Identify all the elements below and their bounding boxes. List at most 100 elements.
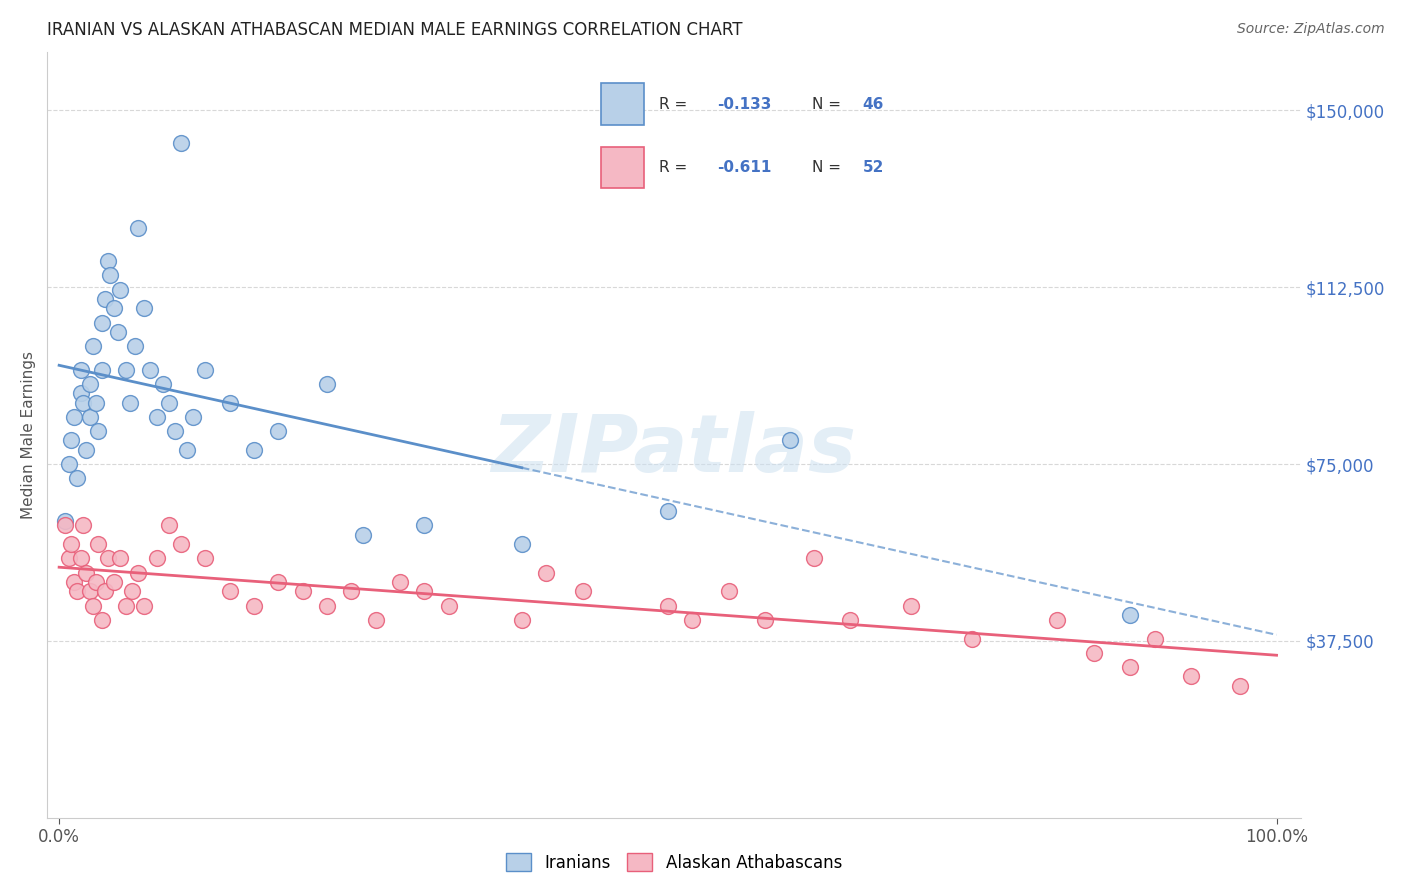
Point	[79, 584, 101, 599]
Point	[803, 551, 825, 566]
Point	[115, 363, 138, 377]
Point	[60, 434, 83, 448]
Point	[60, 537, 83, 551]
Point	[72, 396, 94, 410]
Point	[267, 424, 290, 438]
Point	[75, 566, 97, 580]
Point	[243, 442, 266, 457]
Point	[108, 283, 131, 297]
Point	[681, 613, 703, 627]
Point	[103, 574, 125, 589]
Point	[82, 339, 104, 353]
Point	[340, 584, 363, 599]
Point	[98, 268, 121, 283]
Point	[79, 409, 101, 424]
Point	[218, 584, 240, 599]
Point	[157, 518, 180, 533]
Y-axis label: Median Male Earnings: Median Male Earnings	[21, 351, 35, 518]
Point	[960, 632, 983, 646]
Point	[118, 396, 141, 410]
Point	[87, 537, 110, 551]
Point	[364, 613, 387, 627]
Point	[316, 376, 339, 391]
Point	[657, 504, 679, 518]
Point	[90, 316, 112, 330]
Point	[1046, 613, 1069, 627]
Point	[127, 566, 149, 580]
Point	[58, 551, 80, 566]
Text: IRANIAN VS ALASKAN ATHABASCAN MEDIAN MALE EARNINGS CORRELATION CHART: IRANIAN VS ALASKAN ATHABASCAN MEDIAN MAL…	[46, 21, 742, 39]
Point	[157, 396, 180, 410]
Point	[121, 584, 143, 599]
Point	[115, 599, 138, 613]
Point	[243, 599, 266, 613]
Point	[62, 574, 84, 589]
Point	[839, 613, 862, 627]
Point	[87, 424, 110, 438]
Point	[779, 434, 801, 448]
Point	[70, 551, 93, 566]
Point	[107, 325, 129, 339]
Point	[84, 396, 107, 410]
Point	[353, 528, 375, 542]
Point	[62, 409, 84, 424]
Point	[389, 574, 412, 589]
Point	[58, 457, 80, 471]
Point	[134, 599, 156, 613]
Point	[1119, 607, 1142, 622]
Point	[413, 518, 436, 533]
Point	[108, 551, 131, 566]
Point	[510, 613, 533, 627]
Point	[103, 301, 125, 316]
Point	[53, 518, 76, 533]
Point	[66, 584, 89, 599]
Legend: Iranians, Alaskan Athabascans: Iranians, Alaskan Athabascans	[499, 847, 849, 879]
Point	[900, 599, 922, 613]
Point	[717, 584, 740, 599]
Point	[163, 424, 186, 438]
Point	[90, 363, 112, 377]
Point	[134, 301, 156, 316]
Point	[145, 409, 167, 424]
Point	[84, 574, 107, 589]
Point	[534, 566, 557, 580]
Point	[97, 254, 120, 268]
Point	[139, 363, 162, 377]
Point	[152, 376, 174, 391]
Point	[79, 376, 101, 391]
Point	[754, 613, 776, 627]
Point	[657, 599, 679, 613]
Point	[316, 599, 339, 613]
Point	[176, 442, 198, 457]
Point	[170, 136, 193, 151]
Point	[90, 613, 112, 627]
Point	[413, 584, 436, 599]
Point	[124, 339, 146, 353]
Point	[1083, 646, 1105, 660]
Text: Source: ZipAtlas.com: Source: ZipAtlas.com	[1237, 22, 1385, 37]
Point	[72, 518, 94, 533]
Point	[1180, 669, 1202, 683]
Point	[127, 221, 149, 235]
Point	[267, 574, 290, 589]
Point	[291, 584, 314, 599]
Point	[194, 551, 217, 566]
Point	[82, 599, 104, 613]
Point	[1119, 660, 1142, 674]
Point	[181, 409, 204, 424]
Point	[70, 386, 93, 401]
Point	[145, 551, 167, 566]
Point	[571, 584, 593, 599]
Point	[510, 537, 533, 551]
Point	[170, 537, 193, 551]
Point	[437, 599, 460, 613]
Text: ZIPatlas: ZIPatlas	[492, 411, 856, 489]
Point	[218, 396, 240, 410]
Point	[94, 584, 117, 599]
Point	[97, 551, 120, 566]
Point	[53, 514, 76, 528]
Point	[1229, 679, 1251, 693]
Point	[75, 442, 97, 457]
Point	[66, 471, 89, 485]
Point	[1143, 632, 1166, 646]
